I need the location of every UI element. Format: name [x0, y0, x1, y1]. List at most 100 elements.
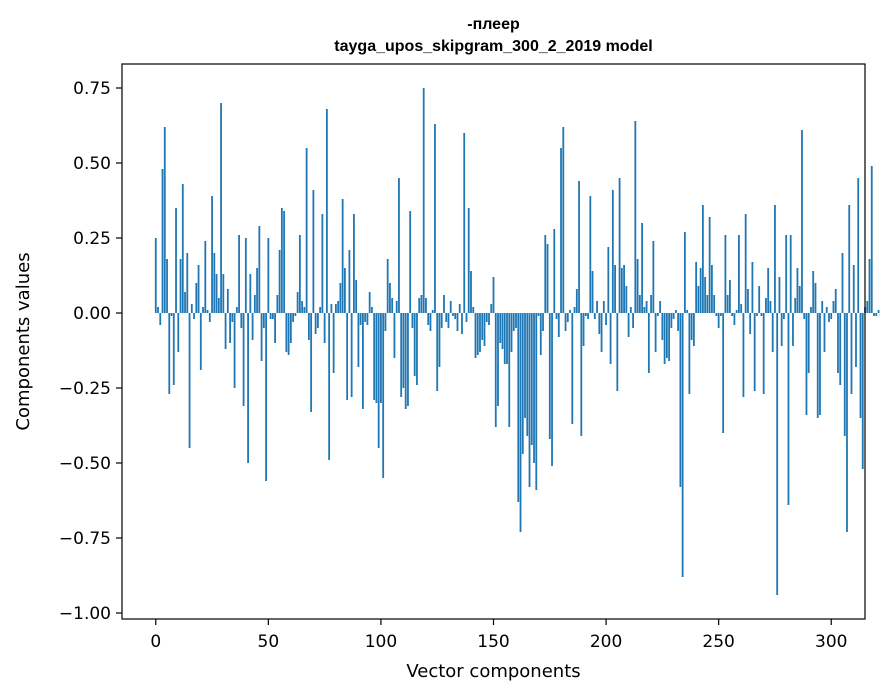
bar-212 — [632, 313, 634, 328]
bar-39 — [242, 313, 245, 406]
bar-149 — [490, 304, 493, 313]
bar-260 — [740, 304, 743, 313]
bar-207 — [620, 268, 623, 313]
x-tick-label: 100 — [365, 632, 397, 652]
bar-150 — [492, 277, 495, 313]
bar-88 — [353, 214, 355, 313]
bar-110 — [402, 313, 405, 388]
x-tick-label: 0 — [150, 632, 161, 652]
bar-18 — [195, 283, 198, 313]
bar-263 — [747, 289, 749, 313]
bar-49 — [265, 313, 267, 481]
x-tick-label: 250 — [702, 632, 734, 652]
bar-43 — [251, 313, 254, 340]
bar-156 — [506, 313, 508, 364]
bar-174 — [546, 244, 549, 313]
bar-35 — [233, 313, 236, 388]
bar-302 — [834, 289, 837, 313]
bar-152 — [497, 313, 499, 406]
bar-53 — [274, 313, 276, 343]
bar-181 — [562, 127, 565, 313]
bar-255 — [729, 280, 731, 313]
bar-15 — [188, 313, 191, 448]
bar-301 — [832, 301, 835, 313]
bar-233 — [679, 313, 682, 487]
bar-166 — [528, 313, 531, 487]
bar-62 — [294, 313, 297, 316]
bar-67 — [305, 148, 308, 313]
bar-284 — [794, 298, 797, 313]
bar-218 — [645, 301, 648, 313]
bar-128 — [443, 295, 445, 313]
bar-9 — [175, 208, 177, 313]
bar-304 — [839, 313, 842, 385]
bar-95 — [368, 292, 371, 313]
bar-133 — [454, 313, 457, 319]
bar-313 — [859, 313, 862, 418]
bar-143 — [476, 313, 479, 355]
bar-171 — [539, 313, 542, 355]
bar-8 — [172, 313, 175, 385]
bar-23 — [206, 310, 209, 313]
bar-253 — [724, 235, 727, 313]
bar-247 — [711, 265, 713, 313]
bar-13 — [184, 292, 186, 313]
bar-97 — [373, 313, 376, 400]
bar-28 — [217, 298, 220, 313]
bar-32 — [226, 289, 229, 313]
bar-227 — [665, 313, 668, 358]
bar-221 — [652, 241, 655, 313]
bar-203 — [611, 190, 614, 313]
bar-199 — [602, 301, 605, 313]
bar-294 — [816, 313, 819, 418]
bar-70 — [312, 190, 315, 313]
bar-160 — [515, 313, 517, 328]
bar-93 — [364, 313, 367, 322]
bar-244 — [704, 277, 707, 313]
bar-100 — [380, 313, 382, 403]
bar-163 — [521, 313, 524, 454]
bar-168 — [533, 313, 535, 463]
bar-131 — [449, 301, 452, 313]
bar-303 — [837, 313, 839, 373]
bar-14 — [186, 253, 189, 313]
bar-250 — [717, 313, 720, 328]
x-tick-label: 150 — [477, 632, 509, 652]
bar-139 — [467, 208, 470, 313]
bar-189 — [580, 313, 583, 436]
bar-12 — [181, 184, 184, 313]
bar-75 — [323, 313, 326, 343]
bar-30 — [222, 274, 225, 313]
bar-261 — [742, 313, 745, 397]
bar-105 — [391, 298, 394, 313]
bar-268 — [758, 286, 761, 313]
bar-282 — [789, 235, 792, 313]
bar-86 — [348, 250, 351, 313]
bar-293 — [814, 283, 817, 313]
bar-275 — [774, 205, 776, 313]
bar-278 — [780, 313, 783, 346]
bar-180 — [560, 148, 562, 313]
bar-77 — [328, 313, 331, 460]
bar-59 — [287, 313, 290, 355]
bar-22 — [204, 241, 207, 313]
bar-126 — [438, 313, 441, 367]
bar-308 — [848, 205, 851, 313]
bar-206 — [618, 178, 621, 313]
bar-169 — [535, 313, 538, 490]
bar-46 — [258, 226, 261, 313]
bar-102 — [384, 313, 387, 331]
bar-145 — [481, 313, 484, 340]
bar-274 — [771, 313, 774, 352]
bar-73 — [319, 307, 322, 313]
bar-316 — [866, 301, 869, 313]
bar-243 — [701, 205, 704, 313]
bar-142 — [474, 313, 477, 358]
y-tick-label: 0.25 — [73, 229, 111, 249]
bar-37 — [238, 235, 240, 313]
bar-195 — [593, 313, 596, 319]
y-tick-label: 0.50 — [73, 154, 111, 174]
bar-26 — [213, 253, 216, 313]
bar-269 — [760, 313, 763, 316]
bar-6 — [168, 313, 171, 394]
